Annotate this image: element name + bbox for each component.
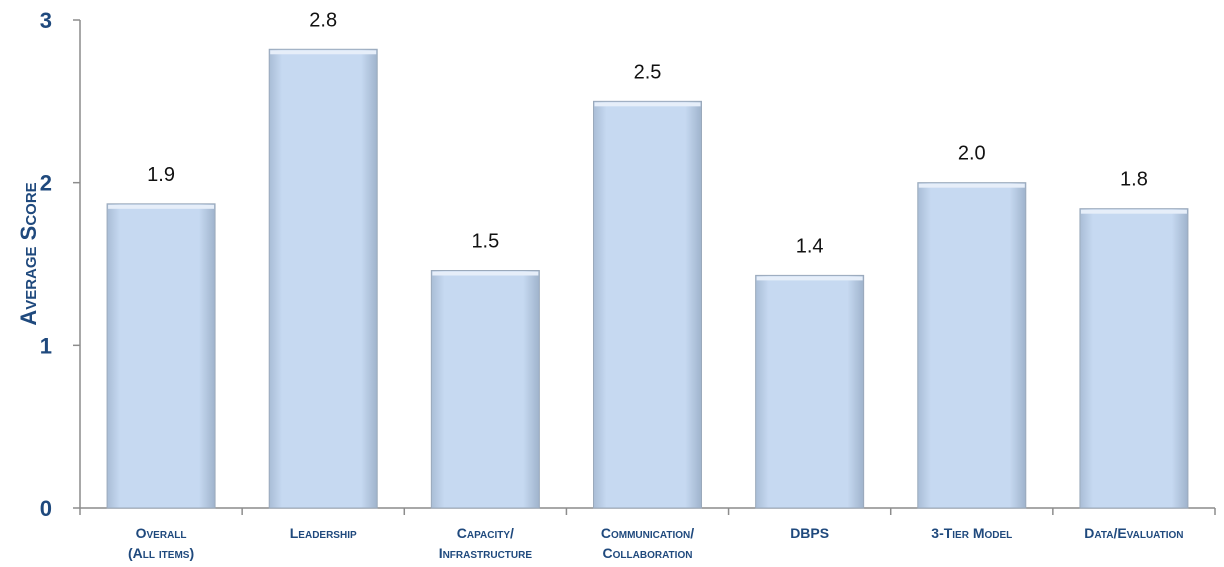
data-label: 1.4 (796, 235, 824, 257)
x-tick-label: Data/Evaluation (1084, 525, 1183, 541)
x-tick-label-line: (All items) (128, 545, 194, 561)
y-tick-label: 2 (40, 171, 52, 196)
bar-highlight (108, 204, 215, 209)
bar (917, 182, 1027, 509)
data-label: 1.5 (471, 231, 499, 253)
data-label: 1.8 (1120, 169, 1148, 191)
y-axis-label: Average Score (16, 182, 41, 325)
x-tick-label-line: 3-Tier Model (931, 525, 1012, 541)
y-tick-label: 3 (40, 8, 52, 33)
x-tick-label-line: Collaboration (603, 545, 693, 561)
data-label: 2.5 (634, 61, 662, 83)
bar-highlight (1080, 209, 1187, 214)
x-tick-label-line: Overall (136, 525, 187, 541)
bar-highlight (432, 271, 539, 276)
bar (755, 274, 865, 509)
data-label: 1.9 (147, 164, 175, 186)
x-tick-label-line: Data/Evaluation (1084, 525, 1183, 541)
x-tick-label-line: Communication/ (601, 525, 694, 541)
x-tick-label: Leadership (290, 525, 357, 541)
x-tick-label: Communication/Collaboration (601, 525, 694, 561)
y-tick-label: 0 (40, 496, 52, 521)
bar-highlight (270, 50, 377, 55)
bar (430, 270, 540, 509)
x-tick-label: Capacity/Infrastructure (439, 525, 533, 561)
data-label: 2.0 (958, 143, 986, 165)
x-tick-label-line: Capacity/ (457, 525, 514, 541)
bar (106, 203, 216, 509)
x-tick-label-line: DBPS (790, 525, 829, 541)
bar-highlight (756, 276, 863, 281)
y-tick-label: 1 (40, 333, 52, 358)
labels: 0 1 2 3 Average Score 1.9 Overall (All items) 2.… (16, 8, 1184, 561)
bars (106, 48, 1189, 509)
bar-highlight (918, 183, 1025, 188)
bar-highlight (594, 102, 701, 107)
x-tick-label-line: Infrastructure (439, 545, 533, 561)
x-tick-label: 3-Tier Model (931, 525, 1012, 541)
bar (268, 48, 378, 509)
data-label: 2.8 (309, 9, 337, 31)
x-tick-label: Overall (All items) (128, 525, 194, 561)
bar (593, 100, 702, 509)
x-tick-label-line: Leadership (290, 525, 357, 541)
bar (1079, 208, 1189, 509)
x-tick-label: DBPS (790, 525, 829, 541)
